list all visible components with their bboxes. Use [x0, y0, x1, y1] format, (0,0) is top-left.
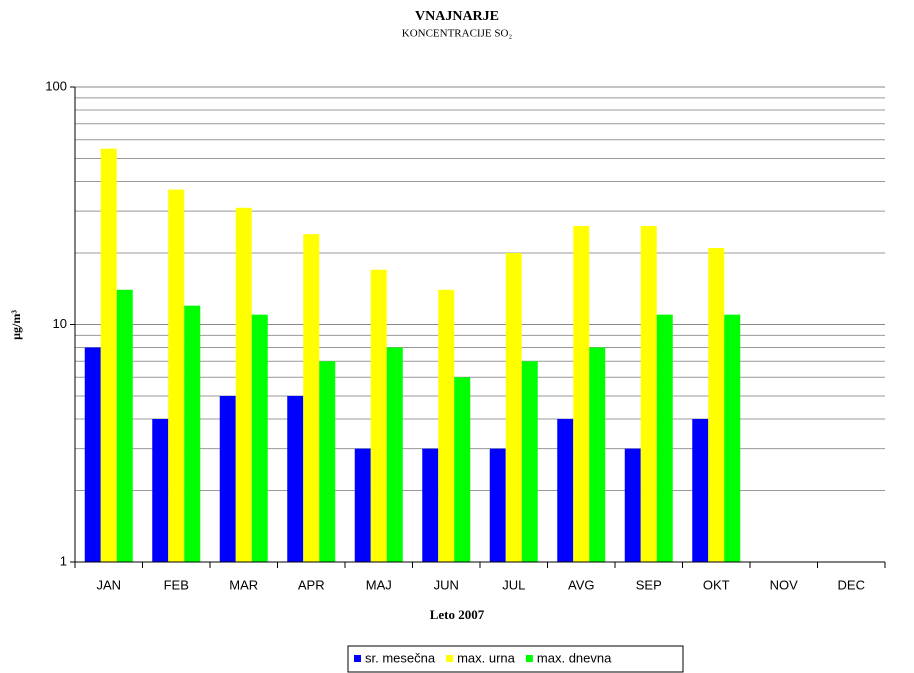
bar — [521, 361, 538, 562]
bar — [386, 347, 403, 562]
bar — [235, 207, 252, 562]
legend-swatch — [446, 655, 454, 662]
bar — [100, 148, 117, 562]
chart-subtitle: KONCENTRACIJE SO₂ — [402, 28, 513, 40]
bar — [219, 395, 236, 562]
bar — [624, 448, 641, 562]
chart-title: VNAJNARJE — [415, 9, 499, 24]
x-axis-label: Leto 2007 — [430, 607, 485, 622]
bar — [370, 269, 387, 562]
bar — [489, 448, 506, 562]
bar — [251, 314, 268, 562]
y-axis-label: µg/m³ — [9, 310, 23, 340]
y-tick-label: 10 — [53, 316, 67, 331]
y-tick-label: 100 — [45, 78, 67, 93]
bar — [505, 253, 522, 562]
bar — [454, 377, 471, 562]
x-tick-label: APR — [298, 577, 325, 592]
bar — [557, 419, 574, 562]
bar — [319, 361, 336, 562]
x-tick-label: AVG — [568, 577, 595, 592]
x-tick-label: JAN — [96, 577, 121, 592]
legend-label: max. dnevna — [537, 650, 612, 665]
legend-box — [347, 645, 684, 673]
bar — [168, 189, 185, 562]
legend-swatch — [354, 655, 361, 662]
x-tick-label: OKT — [703, 577, 730, 592]
x-tick-label: DEC — [838, 577, 865, 592]
bar — [438, 289, 455, 562]
bar — [287, 395, 304, 562]
x-tick-label: JUL — [502, 577, 525, 592]
x-tick-label: MAR — [229, 577, 258, 592]
legend-label: max. urna — [457, 650, 516, 665]
bar — [422, 448, 439, 562]
bar — [589, 347, 606, 562]
x-tick-label: JUN — [434, 577, 459, 592]
bar — [354, 448, 371, 562]
bar — [656, 314, 673, 562]
bar — [692, 419, 709, 562]
bar — [303, 234, 320, 562]
bar — [116, 289, 133, 562]
x-tick-label: MAJ — [366, 577, 392, 592]
bar — [708, 247, 725, 563]
x-tick-label: NOV — [770, 577, 799, 592]
legend-label: sr. mesečna — [365, 650, 436, 665]
y-tick-label: 1 — [60, 553, 67, 568]
bar — [724, 314, 741, 562]
x-tick-label: FEB — [164, 577, 189, 592]
bar — [84, 347, 101, 562]
bar — [184, 305, 201, 562]
x-tick-label: SEP — [636, 577, 662, 592]
bar — [573, 225, 590, 562]
bar — [640, 225, 657, 562]
bar — [152, 419, 169, 562]
legend-swatch — [525, 655, 533, 662]
